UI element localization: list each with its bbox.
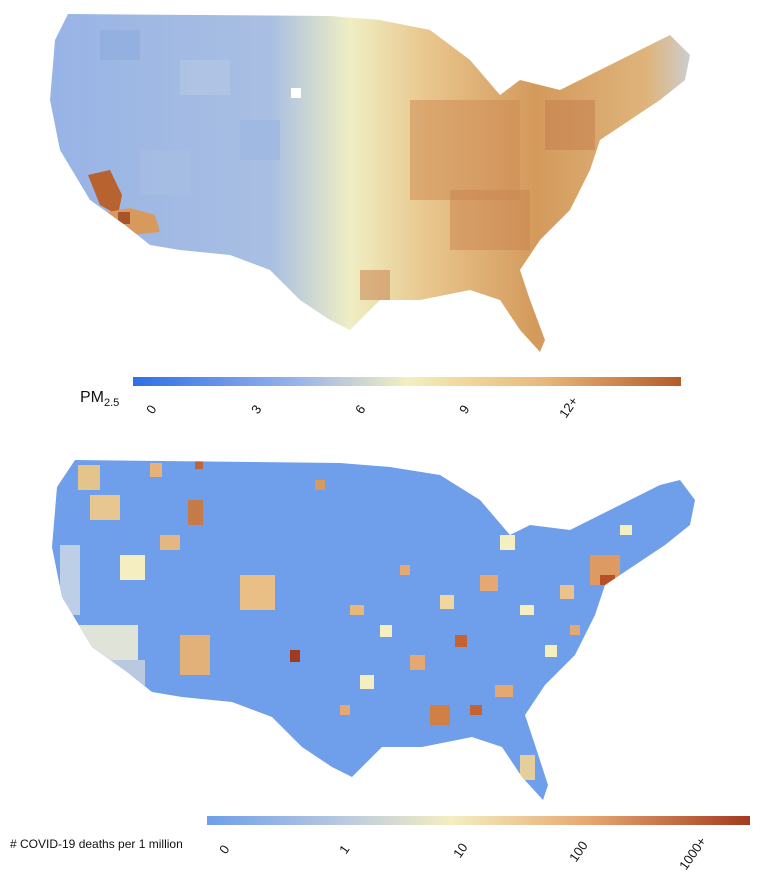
- pm25-colorbar: [133, 377, 681, 386]
- pm25-map-panel: PM2.5 0 3 6 9 12+: [0, 0, 760, 430]
- covid-choropleth-map: [52, 460, 695, 800]
- pm25-choropleth-map: [50, 14, 690, 352]
- covid-colorbar: [207, 816, 750, 825]
- pm25-tick-3: 3: [248, 402, 265, 417]
- covid-tick-100: 100: [566, 838, 591, 865]
- covid-tick-0: 0: [216, 842, 233, 857]
- pm25-tick-0: 0: [143, 402, 160, 417]
- covid-tick-1000plus: 1000+: [676, 834, 710, 873]
- covid-legend-title: # COVID-19 deaths per 1 million: [10, 837, 183, 851]
- pm25-tick-9: 9: [456, 402, 473, 417]
- covid-fill: [52, 460, 695, 800]
- pm25-tick-12plus: 12+: [556, 393, 581, 421]
- pm25-title-main: PM: [80, 389, 104, 406]
- pm25-fill: [50, 14, 690, 352]
- covid-map-panel: # COVID-19 deaths per 1 million 0 1 10 1…: [0, 440, 760, 873]
- pm25-legend-title: PM2.5: [80, 389, 119, 409]
- covid-tick-1: 1: [336, 842, 353, 857]
- pm25-tick-6: 6: [352, 402, 369, 417]
- covid-tick-10: 10: [450, 840, 471, 861]
- pm25-title-sub: 2.5: [104, 397, 120, 410]
